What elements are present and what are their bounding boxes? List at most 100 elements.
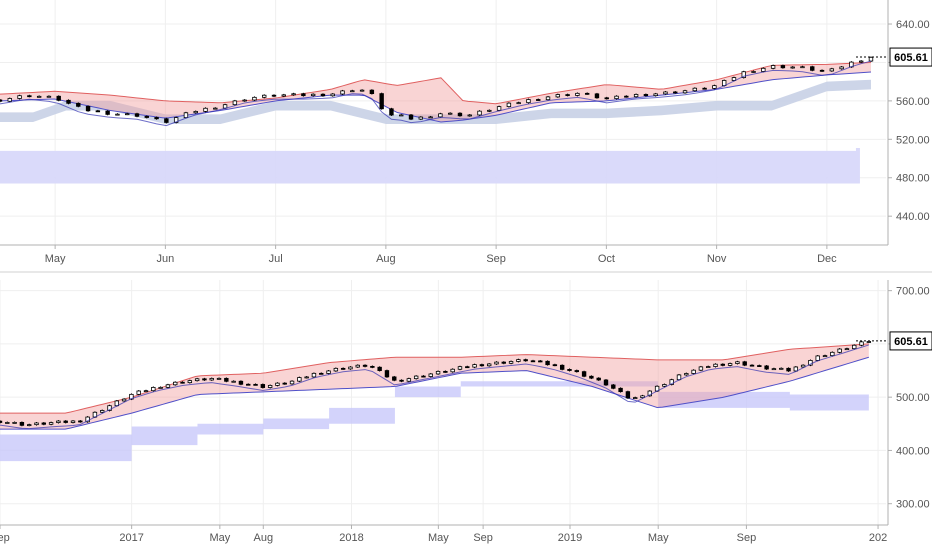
candle-body (467, 114, 472, 117)
candle-body (389, 108, 394, 116)
x-tick-label: 202 (869, 532, 887, 544)
cloud-fill-upper (0, 343, 869, 430)
x-tick-label: Jul (269, 253, 283, 265)
candle-body (443, 370, 448, 373)
candle-body (115, 113, 120, 116)
candle-body (764, 365, 769, 370)
candle-body (457, 366, 463, 370)
x-tick-label: Jun (157, 253, 175, 265)
candle-body (5, 422, 10, 424)
candle-body (180, 381, 185, 384)
candle-body (770, 65, 776, 69)
candle-body (0, 99, 3, 102)
candle-body (359, 89, 365, 92)
candle-body (165, 384, 171, 388)
last-price-tag (889, 331, 932, 351)
candle-body (70, 420, 76, 423)
candle-body (41, 422, 47, 425)
candle-body (154, 117, 159, 120)
candle-body (421, 375, 426, 378)
candle-body (355, 364, 360, 368)
y-tick-label: 500.00 (896, 392, 930, 404)
cloud-edge-lower (0, 71, 872, 123)
candle-body (735, 361, 740, 364)
candle-body (508, 361, 514, 364)
candle-body (516, 102, 521, 105)
x-tick-label: Oct (598, 253, 615, 265)
candle-body (164, 118, 169, 123)
last-price-label: 605.61 (894, 336, 928, 348)
candle-body (202, 378, 207, 381)
y-tick-label: 300.00 (896, 499, 930, 511)
candle-body (125, 113, 130, 116)
candle-body (692, 87, 698, 92)
candle-body (506, 102, 512, 108)
candle-body (413, 375, 419, 380)
candle-body (216, 377, 222, 380)
candle-body (698, 366, 704, 371)
candle-body (552, 364, 558, 367)
candle-body (213, 107, 218, 110)
candle-body (46, 95, 52, 98)
candle-body (399, 114, 404, 117)
candle-body (78, 420, 83, 423)
candle-body (450, 368, 455, 373)
x-tick-label: Sep (486, 253, 506, 265)
candle-body (362, 364, 368, 367)
candle-body (105, 110, 110, 115)
candle-body (17, 95, 22, 99)
candle-body (183, 112, 189, 119)
candle-body (663, 91, 668, 95)
candle-body (319, 372, 324, 375)
candle-body (320, 93, 326, 97)
candle-body (209, 378, 214, 381)
candle-body (477, 110, 482, 116)
candle-body (457, 112, 463, 117)
candle-body (786, 367, 791, 372)
y-tick-label: 400.00 (896, 445, 930, 457)
x-tick-label: Aug (253, 532, 273, 544)
candle-body (819, 69, 825, 72)
candle-body (643, 94, 649, 97)
far-cloud-band (0, 381, 869, 462)
base-line (0, 344, 869, 430)
cloud-edge-upper (0, 61, 871, 105)
x-tick-label: Nov (707, 253, 727, 265)
candle-body (684, 373, 689, 376)
candle-body (291, 93, 296, 96)
candle-body (267, 385, 273, 388)
candle-body (418, 116, 424, 120)
candle-body (238, 380, 244, 385)
candle-body (633, 94, 639, 98)
lagging-band (0, 79, 871, 124)
cloud-edge-lower (0, 356, 869, 430)
y-tick-label: 560.00 (896, 96, 930, 108)
candle-body (377, 366, 382, 371)
candle-body (19, 421, 25, 426)
candle-body (479, 364, 485, 367)
candle-body (173, 381, 178, 386)
cloud-edge-upper (0, 343, 869, 414)
candle-body (682, 90, 688, 94)
bottom-panel: 700.00600.00500.00400.00300.00Sep2017May… (0, 280, 932, 544)
candle-body (712, 85, 717, 89)
candle-body (494, 361, 499, 365)
candle-body (653, 93, 658, 97)
candle-body (800, 66, 805, 69)
candle-body (536, 99, 541, 101)
candle-body (530, 360, 536, 363)
candle-body (326, 370, 331, 374)
candle-body (151, 386, 156, 392)
candle-body (66, 99, 71, 104)
last-price-label: 605.61 (894, 52, 928, 64)
candle-body (516, 359, 521, 362)
candle-body (673, 91, 678, 94)
candle-body (691, 369, 696, 374)
y-tick-label: 440.00 (896, 211, 930, 223)
y-tick-label: 640.00 (896, 19, 930, 31)
candle-body (741, 71, 746, 78)
candle-body (350, 90, 355, 93)
candle-body (7, 98, 12, 102)
